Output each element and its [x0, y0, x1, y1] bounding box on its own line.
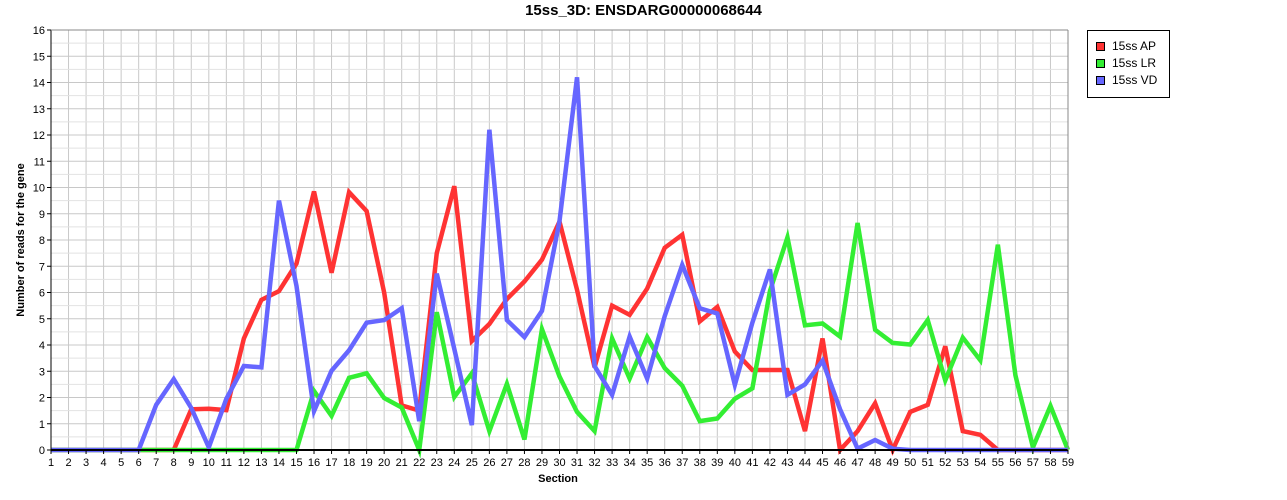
x-tick-label: 36 — [659, 457, 671, 469]
x-tick-label: 24 — [448, 457, 460, 469]
y-tick-label: 15 — [33, 51, 45, 63]
y-tick-label: 1 — [39, 419, 45, 431]
x-tick-label: 22 — [413, 457, 425, 469]
y-tick-label: 6 — [39, 288, 45, 300]
x-tick-label: 28 — [518, 457, 530, 469]
x-tick-label: 1 — [48, 457, 54, 469]
x-tick-label: 37 — [676, 457, 688, 469]
x-tick-label: 16 — [308, 457, 320, 469]
legend-swatch-vd — [1096, 76, 1105, 85]
y-tick-label: 3 — [39, 366, 45, 378]
x-tick-label: 12 — [238, 457, 250, 469]
x-tick-label: 57 — [1027, 457, 1039, 469]
y-tick-label: 12 — [33, 130, 45, 142]
x-tick-label: 50 — [904, 457, 916, 469]
x-tick-label: 58 — [1044, 457, 1056, 469]
x-tick-label: 47 — [851, 457, 863, 469]
y-tick-label: 9 — [39, 209, 45, 221]
x-tick-label: 20 — [378, 457, 390, 469]
x-tick-label: 46 — [834, 457, 846, 469]
y-tick-label: 2 — [39, 393, 45, 405]
x-tick-label: 14 — [273, 457, 285, 469]
x-tick-label: 30 — [553, 457, 565, 469]
legend-label-ap: 15ss AP — [1112, 39, 1157, 53]
x-tick-label: 23 — [431, 457, 443, 469]
x-tick-label: 34 — [624, 457, 636, 469]
y-tick-label: 0 — [39, 445, 45, 457]
x-tick-label: 56 — [1009, 457, 1021, 469]
x-tick-label: 29 — [536, 457, 548, 469]
y-tick-label: 4 — [39, 340, 45, 352]
x-tick-label: 6 — [136, 457, 142, 469]
y-axis-label: Number of reads for the gene — [15, 163, 27, 316]
x-tick-label: 19 — [360, 457, 372, 469]
legend-label-vd: 15ss VD — [1112, 73, 1158, 87]
x-tick-label: 39 — [711, 457, 723, 469]
x-tick-label: 51 — [922, 457, 934, 469]
x-tick-label: 49 — [887, 457, 899, 469]
x-tick-label: 55 — [992, 457, 1004, 469]
x-tick-label: 5 — [118, 457, 124, 469]
x-tick-label: 35 — [641, 457, 653, 469]
x-tick-label: 52 — [939, 457, 951, 469]
x-tick-label: 43 — [781, 457, 793, 469]
x-tick-label: 21 — [396, 457, 408, 469]
x-tick-label: 15 — [290, 457, 302, 469]
chart-title: 15ss_3D: ENSDARG00000068644 — [525, 2, 762, 19]
x-tick-label: 2 — [65, 457, 71, 469]
x-tick-label: 33 — [606, 457, 618, 469]
x-tick-label: 4 — [101, 457, 107, 469]
x-tick-label: 59 — [1062, 457, 1074, 469]
x-tick-label: 11 — [221, 457, 232, 469]
x-tick-label: 18 — [343, 457, 355, 469]
x-tick-label: 38 — [694, 457, 706, 469]
y-tick-label: 11 — [34, 156, 45, 168]
chart-legend: 15ss AP 15ss LR 15ss VD — [1087, 30, 1170, 98]
x-tick-label: 8 — [171, 457, 177, 469]
x-tick-label: 53 — [957, 457, 969, 469]
x-axis-label: Section — [538, 473, 578, 485]
y-tick-label: 10 — [33, 183, 45, 195]
x-tick-label: 31 — [571, 457, 583, 469]
x-tick-label: 17 — [325, 457, 337, 469]
x-tick-label: 9 — [188, 457, 194, 469]
x-tick-label: 27 — [501, 457, 513, 469]
x-tick-label: 3 — [83, 457, 89, 469]
x-tick-label: 26 — [483, 457, 495, 469]
x-tick-label: 41 — [746, 457, 758, 469]
x-tick-label: 25 — [466, 457, 478, 469]
y-tick-label: 5 — [39, 314, 45, 326]
x-tick-label: 32 — [588, 457, 600, 469]
y-tick-label: 16 — [33, 25, 45, 37]
legend-label-lr: 15ss LR — [1112, 56, 1157, 70]
x-tick-label: 42 — [764, 457, 776, 469]
x-tick-label: 45 — [816, 457, 828, 469]
x-tick-label: 13 — [255, 457, 267, 469]
x-tick-label: 40 — [729, 457, 741, 469]
y-tick-label: 14 — [33, 78, 45, 90]
y-tick-label: 7 — [39, 261, 45, 273]
y-tick-label: 8 — [39, 235, 45, 247]
y-tick-label: 13 — [33, 104, 45, 116]
x-tick-label: 10 — [203, 457, 215, 469]
x-tick-label: 54 — [974, 457, 986, 469]
legend-swatch-lr — [1096, 59, 1105, 68]
legend-swatch-ap — [1096, 42, 1105, 51]
x-tick-label: 7 — [153, 457, 159, 469]
x-tick-label: 48 — [869, 457, 881, 469]
x-tick-label: 44 — [799, 457, 811, 469]
